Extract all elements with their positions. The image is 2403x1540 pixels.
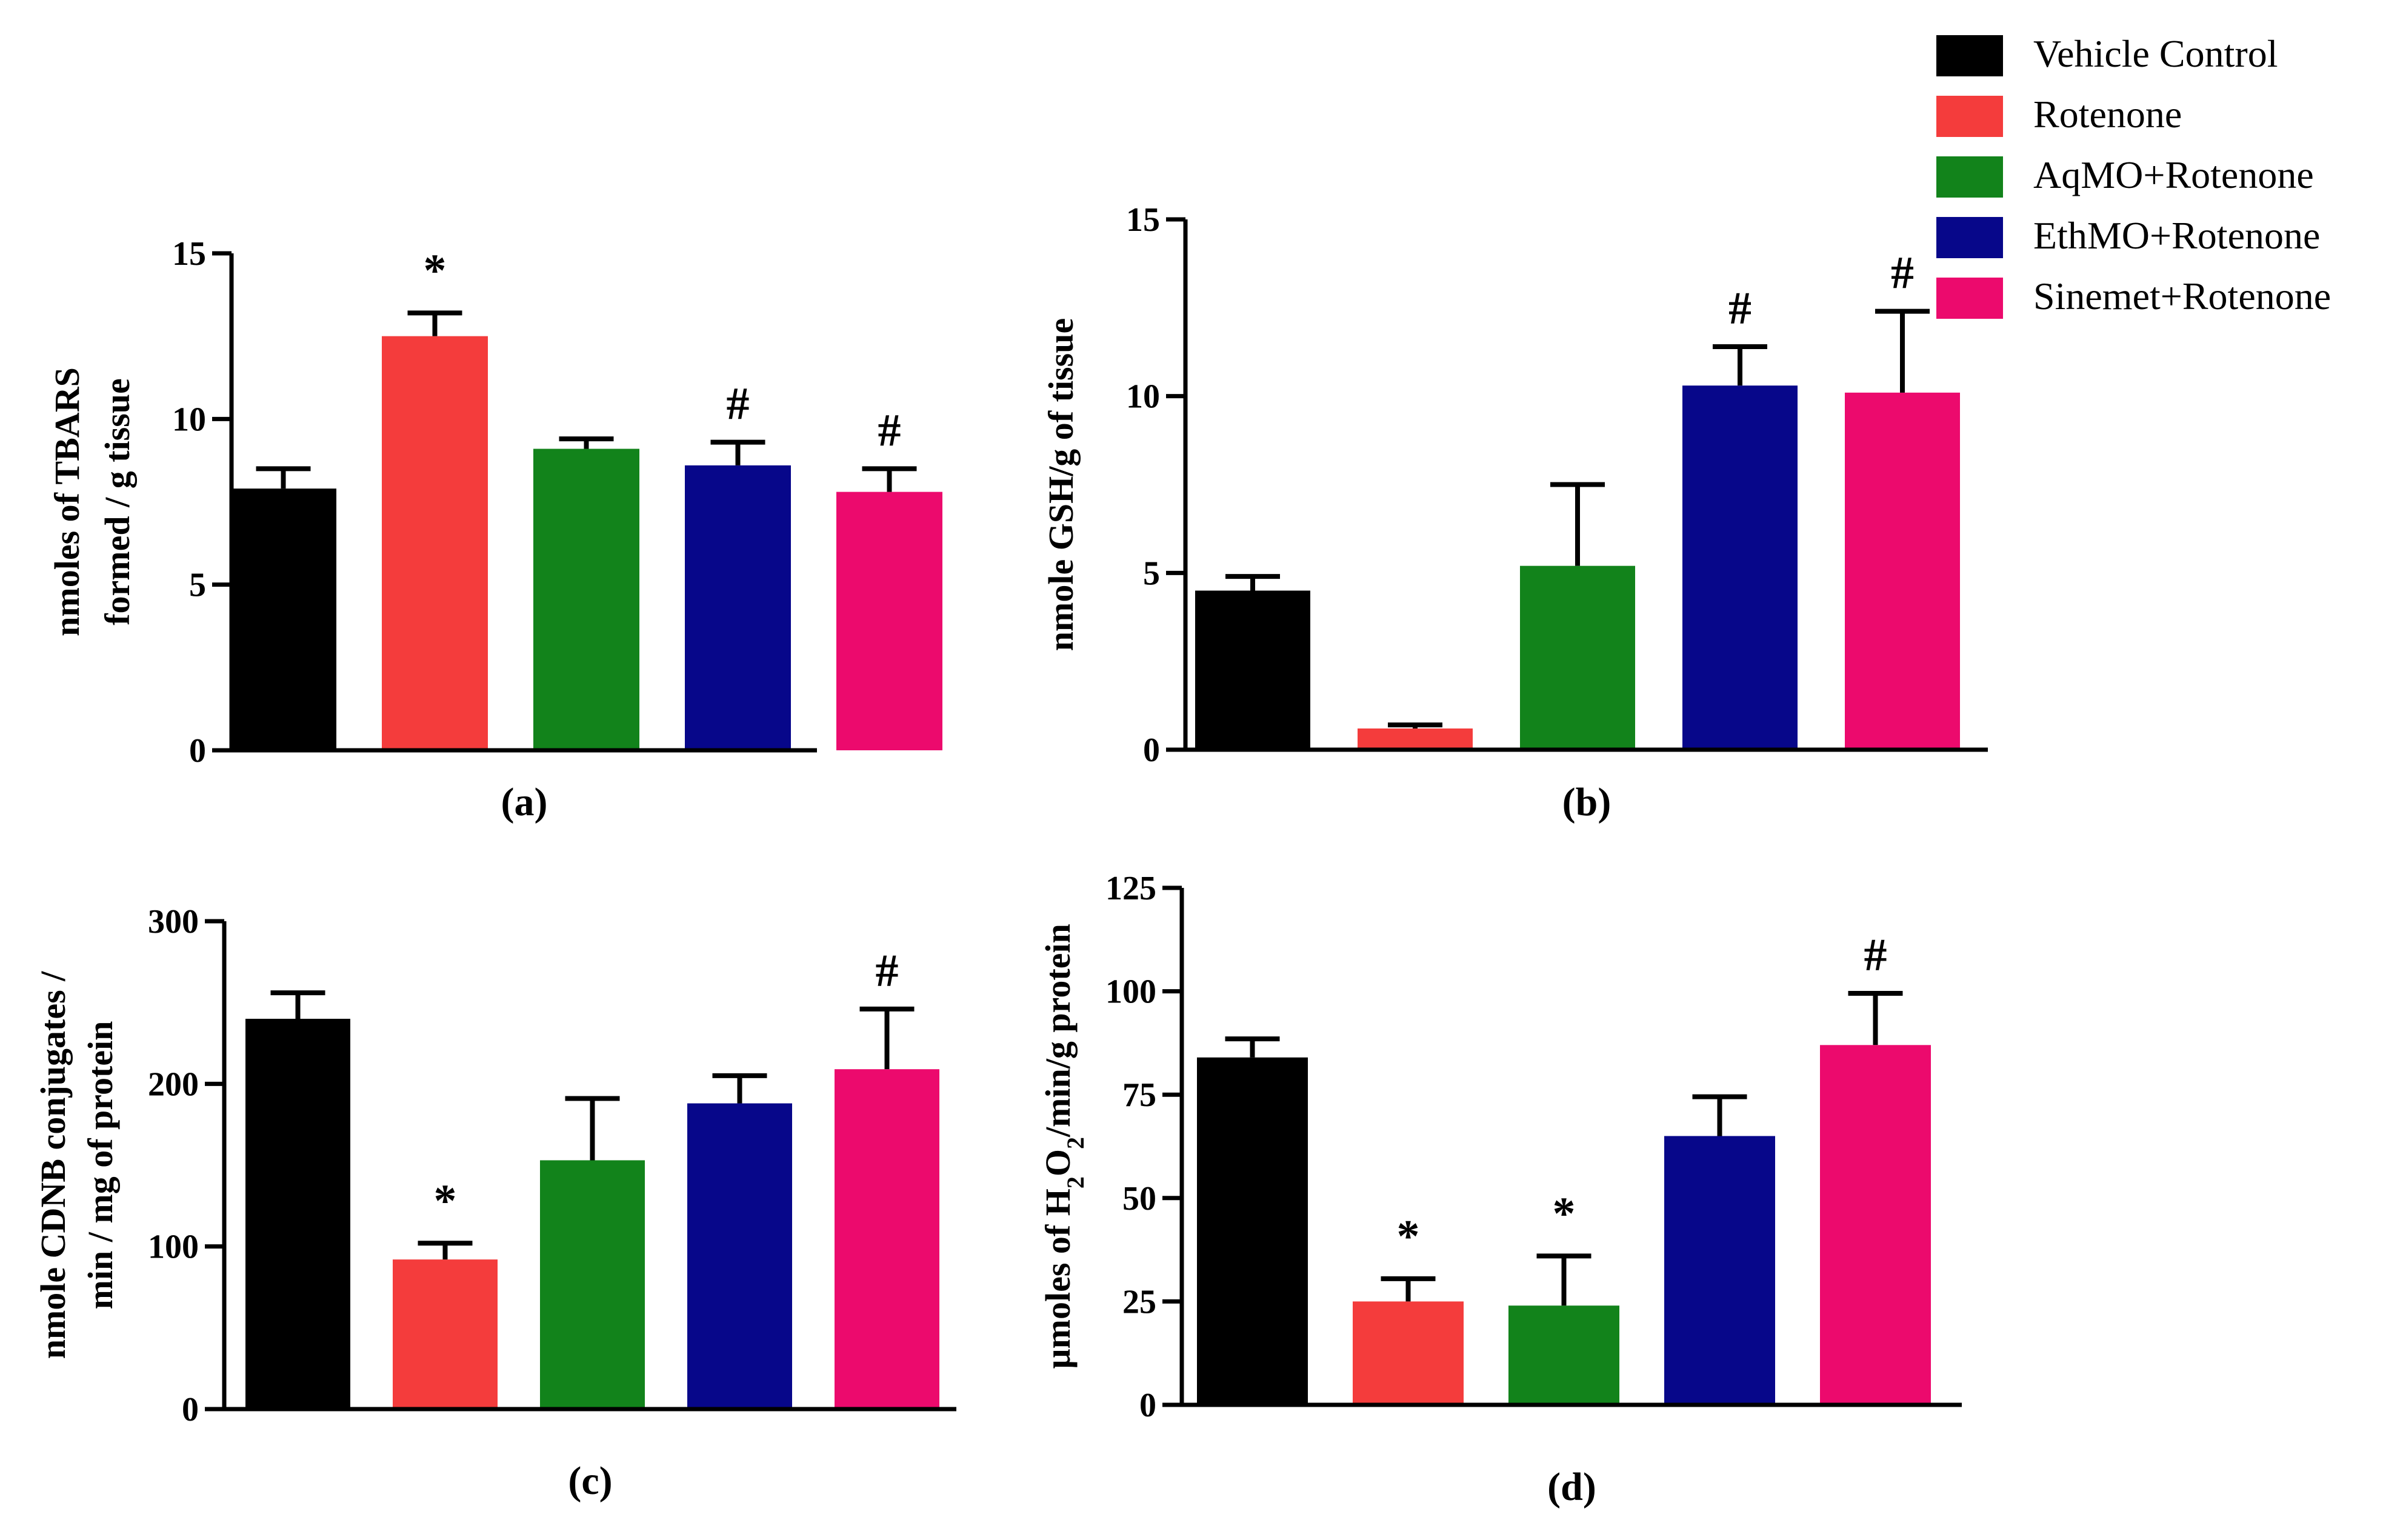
y-tick-label: 15	[1126, 201, 1160, 239]
y-tick-label: 0	[189, 732, 206, 770]
legend-label: EthMO+Rotenone	[2033, 214, 2320, 257]
significance-marker: #	[1891, 248, 1914, 299]
bar	[1195, 590, 1310, 750]
significance-marker: #	[876, 945, 899, 996]
y-axis-title: nmole GSH/g of tissue	[1041, 318, 1081, 651]
bar	[836, 492, 942, 750]
significance-marker: *	[1397, 1211, 1420, 1262]
panel-label: (b)	[1562, 780, 1611, 824]
y-tick-label: 15	[172, 235, 206, 273]
y-axis-title: nmoles of TBARS	[47, 367, 87, 636]
legend-label: AqMO+Rotenone	[2033, 153, 2314, 196]
significance-marker: *	[424, 245, 447, 296]
y-tick-label: 100	[148, 1228, 199, 1266]
chart-panel-c: * #0 100 200 300 nmole CDNB conjugates / min /…	[33, 903, 956, 1503]
y-axis-title: nmole CDNB conjugates /	[33, 971, 73, 1359]
legend: Vehicle Control Rotenone AqMO+Rotenone EthM…	[1936, 32, 2331, 319]
bar	[393, 1259, 498, 1409]
y-tick-label: 0	[1139, 1387, 1156, 1424]
legend-label: Rotenone	[2033, 93, 2182, 136]
panel-label: (a)	[501, 780, 548, 824]
y-tick-label: 10	[1126, 378, 1160, 416]
y-axis-title: µmoles of H2O2/min/g protein	[1038, 924, 1089, 1369]
legend-item: EthMO+Rotenone	[1936, 214, 2320, 258]
bar	[1197, 1057, 1308, 1405]
bar	[230, 488, 336, 750]
y-tick-label: 100	[1105, 973, 1156, 1011]
chart-panel-d: * * #0 25 50 75 100 125 µmoles of H2O2/min/g pro…	[1038, 870, 1962, 1509]
y-tick-label: 50	[1122, 1180, 1156, 1218]
legend-item: Sinemet+Rotenone	[1936, 275, 2331, 319]
legend-item: AqMO+Rotenone	[1936, 153, 2314, 198]
significance-marker: #	[727, 379, 750, 430]
y-tick-label: 0	[1143, 732, 1160, 769]
y-tick-label: 125	[1105, 870, 1156, 907]
bar	[1520, 565, 1635, 750]
y-tick-label: 5	[1143, 555, 1160, 592]
y-tick-label: 300	[148, 903, 199, 941]
legend-swatch	[1936, 96, 2003, 137]
significance-marker: #	[878, 405, 901, 456]
legend-item: Vehicle Control	[1936, 32, 2278, 76]
legend-item: Rotenone	[1936, 93, 2182, 137]
bar	[1358, 728, 1473, 750]
bar	[1845, 392, 1960, 750]
y-tick-label: 5	[189, 567, 206, 604]
significance-marker: *	[1553, 1188, 1576, 1239]
legend-swatch	[1936, 217, 2003, 258]
bar	[382, 336, 488, 750]
bar	[687, 1103, 792, 1409]
legend-swatch	[1936, 35, 2003, 76]
significance-marker: #	[1728, 283, 1751, 334]
y-tick-label: 200	[148, 1065, 199, 1103]
bar	[245, 1019, 350, 1409]
bar	[1820, 1045, 1931, 1405]
bar	[1664, 1136, 1775, 1405]
panel-label: (d)	[1547, 1465, 1596, 1509]
legend-label: Vehicle Control	[2033, 32, 2278, 75]
y-tick-label: 10	[172, 401, 206, 438]
y-tick-label: 25	[1122, 1283, 1156, 1321]
bar	[835, 1069, 939, 1409]
significance-marker: *	[434, 1175, 457, 1226]
panel-label: (c)	[568, 1459, 612, 1503]
significance-marker: #	[1864, 930, 1887, 981]
bar	[1508, 1305, 1619, 1405]
chart-panel-b: # #0 5 10 15 nmole GSH/g of tissue (b)	[1041, 201, 1988, 824]
legend-label: Sinemet+Rotenone	[2033, 275, 2331, 318]
bar	[533, 448, 639, 750]
chart-panels: * # #0 5 10 15 nmoles of TBARS formed / g tissu…	[33, 201, 1988, 1509]
legend-swatch	[1936, 278, 2003, 319]
y-axis-title: min / mg of protein	[81, 1021, 120, 1310]
legend-swatch	[1936, 156, 2003, 198]
y-tick-label: 75	[1122, 1076, 1156, 1114]
bar	[1353, 1301, 1464, 1405]
y-tick-label: 0	[182, 1391, 199, 1428]
bar	[540, 1160, 645, 1409]
bar	[1682, 385, 1798, 750]
chart-panel-a: * # #0 5 10 15 nmoles of TBARS formed / g tissu…	[47, 235, 942, 824]
bar	[685, 465, 791, 750]
y-axis-title: formed / g tissue	[98, 378, 137, 625]
